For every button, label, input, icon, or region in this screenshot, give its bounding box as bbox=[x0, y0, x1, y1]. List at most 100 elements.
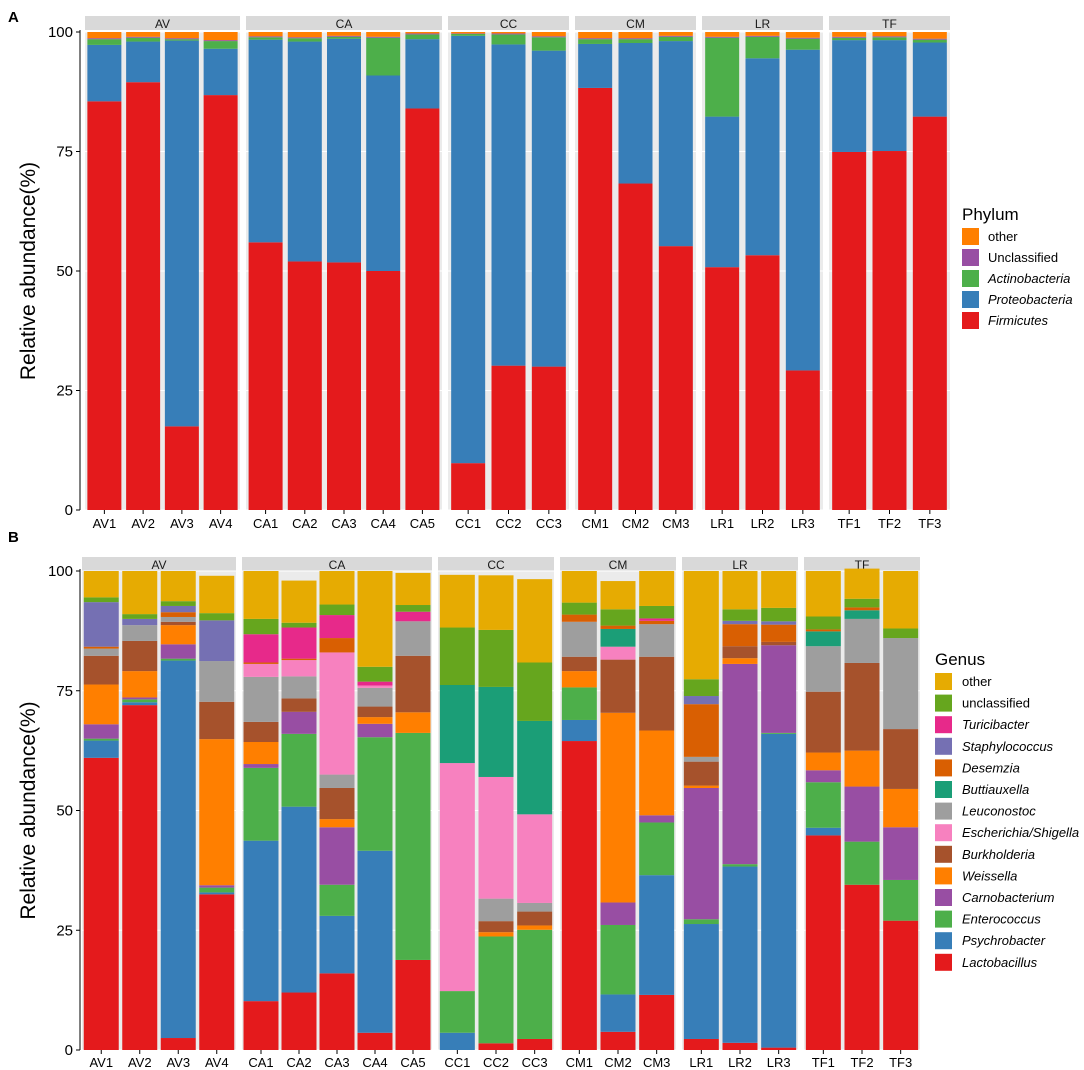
bar-segment-unclassified bbox=[160, 601, 196, 606]
bar-segment-enterococcus bbox=[281, 733, 317, 807]
bar-segment-unclassified bbox=[366, 36, 401, 38]
bar-segment-weissella bbox=[561, 671, 597, 688]
bar-tf1 bbox=[805, 571, 841, 1050]
bar-segment-other bbox=[658, 32, 693, 36]
panel-label: A bbox=[8, 9, 19, 26]
legend-label: Staphylococcus bbox=[962, 739, 1054, 754]
facet-strip-label: AV bbox=[155, 17, 170, 31]
bar-segment-firmicutes bbox=[745, 255, 780, 510]
facet-strip-label: TF bbox=[882, 17, 897, 31]
x-tick-label: CA4 bbox=[362, 1055, 387, 1070]
bar-segment-lactobacillus bbox=[722, 1042, 758, 1050]
bar-ca4 bbox=[366, 32, 401, 510]
bar-lr2 bbox=[745, 32, 780, 510]
bar-segment-weissella bbox=[805, 752, 841, 771]
facet-cm: CM CM1 CM2 CM3 bbox=[560, 557, 676, 1070]
bar-segment-unclassified bbox=[705, 36, 740, 38]
bar-cc1 bbox=[439, 574, 475, 1050]
bar-segment-lactobacillus bbox=[243, 1001, 279, 1050]
bar-segment-weissella bbox=[319, 819, 355, 828]
facet-strip bbox=[242, 557, 432, 571]
bar-segment-leuconostoc bbox=[517, 902, 553, 912]
bar-segment-psychrobacter bbox=[122, 702, 158, 706]
bar-ca2 bbox=[281, 580, 317, 1050]
bar-segment-unclassified bbox=[745, 35, 780, 37]
bar-lr3 bbox=[785, 32, 820, 510]
bar-segment-proteobacteria bbox=[872, 40, 907, 152]
bar-segment-unclassified bbox=[83, 597, 119, 603]
bar-segment-proteobacteria bbox=[618, 42, 653, 184]
bar-segment-firmicutes bbox=[832, 151, 867, 510]
bar-segment-leuconostoc bbox=[478, 898, 514, 922]
legend-swatch bbox=[935, 781, 952, 798]
legend-swatch bbox=[935, 867, 952, 885]
legend-swatch bbox=[962, 291, 979, 308]
bar-segment-weissella bbox=[395, 712, 431, 733]
x-tick-label: CA2 bbox=[292, 516, 317, 531]
x-tick-label: CA2 bbox=[286, 1055, 311, 1070]
legend: Phylum other Unclassified Actinobacteria Pro… bbox=[962, 205, 1073, 329]
bar-segment-carnobacterium bbox=[722, 663, 758, 865]
bar-segment-buttiauxella bbox=[478, 686, 514, 777]
bar-segment-psychrobacter bbox=[805, 827, 841, 836]
legend-title: Phylum bbox=[962, 205, 1019, 224]
bar-cc2 bbox=[491, 32, 526, 510]
facet-strip-label: CM bbox=[609, 558, 628, 572]
bar-segment-other bbox=[405, 32, 440, 34]
bar-segment-leuconostoc bbox=[160, 616, 196, 622]
x-tick-label: CC1 bbox=[455, 516, 481, 531]
legend-label: Burkholderia bbox=[962, 847, 1035, 862]
bar-segment-unclassified bbox=[126, 36, 161, 38]
bar-segment-weissella bbox=[639, 730, 675, 816]
bar-segment-enterococcus bbox=[243, 767, 279, 841]
bar-segment-psychrobacter bbox=[600, 994, 636, 1032]
legend-item: Desemzia bbox=[935, 759, 1020, 777]
bar-segment-burkholderia bbox=[561, 656, 597, 672]
bar-segment-carnobacterium bbox=[243, 764, 279, 768]
bar-segment-enterococcus bbox=[600, 924, 636, 995]
bar-segment-psychrobacter bbox=[639, 875, 675, 995]
bar-segment-unclassified bbox=[243, 618, 279, 635]
bar-segment-leuconostoc bbox=[561, 621, 597, 657]
facet-ca: CA CA1 CA2 CA3 CA4 CA5 bbox=[246, 16, 442, 531]
bar-segment-proteobacteria bbox=[405, 39, 440, 109]
bar-segment-other bbox=[319, 571, 355, 605]
bar-segment-desemzia bbox=[844, 607, 880, 611]
bar-segment-other bbox=[395, 572, 431, 606]
bar-segment-desemzia bbox=[722, 624, 758, 647]
facet-strip-label: CC bbox=[487, 558, 505, 572]
legend-swatch bbox=[935, 953, 952, 971]
facet-strip-label: AV bbox=[151, 558, 166, 572]
bar-segment-actinobacteria bbox=[248, 37, 283, 40]
x-tick-label: AV2 bbox=[131, 516, 155, 531]
bar-cc3 bbox=[517, 579, 553, 1050]
bar-segment-psychrobacter bbox=[199, 892, 235, 895]
bar-segment-carnobacterium bbox=[805, 770, 841, 783]
bar-segment-weissella bbox=[517, 925, 553, 930]
bar-segment-burkholderia bbox=[83, 655, 119, 685]
bar-segment-enterococcus bbox=[844, 841, 880, 885]
bar-segment-other bbox=[203, 32, 238, 41]
bar-segment-enterococcus bbox=[517, 929, 553, 1039]
bar-segment-psychrobacter bbox=[357, 850, 393, 1033]
bar-segment-carnobacterium bbox=[600, 902, 636, 925]
bar-segment-staphylococcus bbox=[683, 696, 719, 705]
bar-segment-proteobacteria bbox=[578, 43, 613, 88]
bar-segment-other bbox=[517, 579, 553, 663]
legend-label: other bbox=[962, 674, 992, 689]
bar-lr2 bbox=[722, 571, 758, 1050]
bar-segment-unclassified bbox=[531, 36, 566, 38]
bar-segment-burkholderia bbox=[122, 640, 158, 672]
bar-segment-psychrobacter bbox=[683, 924, 719, 1039]
bar-segment-proteobacteria bbox=[832, 40, 867, 152]
x-tick-label: TF3 bbox=[889, 1055, 912, 1070]
bar-segment-enterococcus bbox=[561, 687, 597, 720]
bar-segment-turicibacter bbox=[639, 618, 675, 621]
bar-segment-desemzia bbox=[243, 662, 279, 664]
bar-segment-actinobacteria bbox=[872, 37, 907, 41]
bar-segment-unclassified bbox=[203, 40, 238, 42]
legend-swatch bbox=[935, 824, 952, 842]
bar-segment-weissella bbox=[883, 788, 919, 828]
facet-strip bbox=[246, 16, 442, 30]
bar-cm3 bbox=[658, 32, 693, 511]
